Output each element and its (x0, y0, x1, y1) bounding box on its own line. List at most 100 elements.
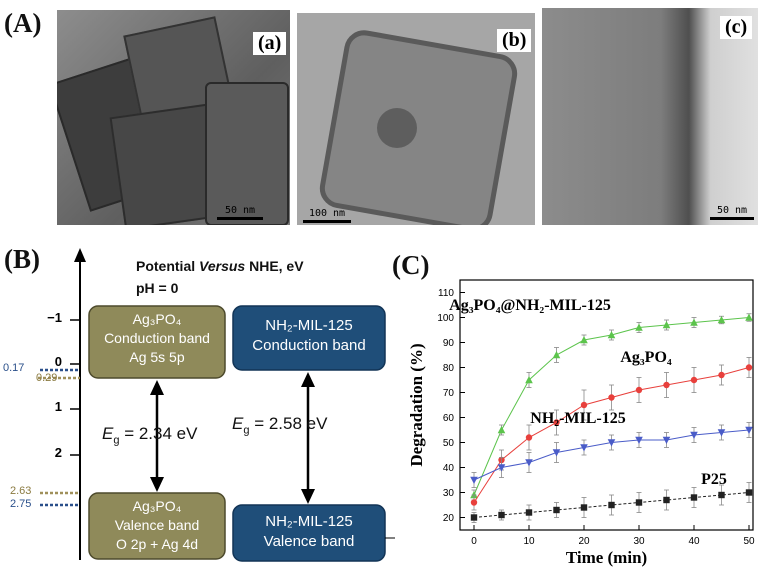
data-point (607, 331, 616, 339)
data-point (662, 321, 671, 329)
arrowhead (150, 477, 164, 492)
y-axis-label: Degradation (%) (407, 343, 426, 466)
data-point (608, 501, 615, 509)
eg-label-ag3po4: Eg = 2.34 eV (102, 424, 198, 447)
data-point (718, 491, 725, 499)
data-point (470, 476, 478, 484)
data-point (717, 429, 726, 437)
data-point (663, 381, 670, 389)
data-point (662, 436, 671, 444)
panel-a-label: (A) (4, 8, 42, 38)
series-label: Ag₃PO₄ (620, 349, 672, 366)
potential-axis-title: Potential Versus NHE, eV (136, 258, 304, 274)
mil-cb-text: NH₂-MIL-125 Conduction band (252, 317, 366, 354)
data-point (690, 494, 698, 501)
data-point (745, 426, 753, 434)
tem-image-b: (b) 100 nm (297, 13, 535, 225)
data-point (470, 499, 478, 506)
x-tick-label: 50 (743, 536, 755, 547)
x-axis-label: Time (min) (566, 548, 647, 567)
data-point (635, 323, 643, 331)
data-point (497, 426, 506, 434)
data-point (525, 459, 533, 467)
data-point (553, 419, 560, 426)
particle-shape (377, 108, 417, 148)
mil-vb-box (232, 504, 386, 562)
arrowhead (150, 380, 164, 395)
y-tick-label: 60 (443, 413, 455, 424)
x-tick-label: 40 (688, 536, 700, 547)
data-point (663, 496, 670, 504)
series-label: P25 (701, 471, 727, 488)
ag3po4-cb-box (88, 305, 226, 379)
tick-label: 1 (54, 399, 62, 414)
data-point (525, 376, 533, 384)
y-tick-label: 30 (443, 488, 455, 499)
edge-label-017: 0.17 (3, 362, 25, 374)
data-point (690, 431, 698, 439)
data-point (552, 351, 561, 359)
data-point (553, 506, 560, 514)
data-point (635, 386, 643, 394)
data-point (470, 514, 478, 521)
arrowhead (301, 489, 315, 504)
scale-bar-a: 50 nm (217, 205, 263, 220)
band-diagram (38, 248, 395, 562)
data-point (498, 511, 505, 519)
tick-label: 2 (54, 445, 62, 460)
panel-c-label: (C) (392, 250, 430, 280)
data-point (690, 318, 698, 326)
data-point (497, 464, 506, 472)
ph-label: pH = 0 (136, 280, 179, 296)
cube-shape (205, 82, 289, 225)
data-point (745, 313, 753, 321)
image-c-label: (c) (720, 16, 753, 39)
ag3po4-cb-text: Ag₃PO₄ Conduction band Ag 5s 5p (104, 311, 210, 365)
data-point (580, 504, 588, 511)
series-label: NH₂-MIL-125 (530, 410, 625, 427)
mil-vb-text: NH₂-MIL-125 Valence band (263, 513, 355, 550)
series-label: Ag₃PO₄@NH₂-MIL-125 (449, 297, 611, 314)
particle-shape (316, 27, 521, 225)
tem-image-a: (a) 50 nm (57, 10, 290, 225)
data-point (745, 364, 753, 371)
y-tick-label: 100 (437, 313, 454, 324)
data-point (745, 489, 753, 496)
scale-bar-b: 100 nm (303, 208, 351, 223)
image-b-label: (b) (497, 29, 532, 52)
data-point (580, 444, 588, 452)
eg-label-mil: Eg = 2.58 eV (232, 414, 328, 437)
plot-frame (459, 279, 754, 531)
axis-arrowhead (74, 248, 86, 262)
y-tick-label: 50 (443, 438, 455, 449)
data-point (717, 316, 726, 324)
tem-image-c: (c) 50 nm (542, 8, 758, 225)
image-a-label: (a) (253, 32, 287, 55)
edge-label-263: 2.63 (10, 485, 32, 497)
mil-cb-box (232, 305, 386, 371)
data-point (690, 376, 698, 384)
edge-label-275: 2.75 (10, 498, 32, 510)
series-line (473, 492, 750, 518)
tick-label: 0 (54, 354, 62, 369)
y-tick-label: 90 (443, 338, 455, 349)
scale-bar-c: 50 nm (710, 205, 754, 220)
ag3po4-vb-text: Ag₃PO₄ Valence band O 2p + Ag 4d (114, 498, 200, 552)
data-point (580, 401, 588, 409)
data-point (552, 449, 561, 457)
y-tick-label: 80 (443, 363, 455, 374)
x-tick-label: 0 (471, 536, 477, 547)
panel-b-label: (B) (4, 244, 40, 274)
data-point (580, 336, 588, 344)
data-point (635, 499, 643, 506)
y-tick-label: 70 (443, 388, 455, 399)
data-point (635, 436, 643, 444)
tick-label: −1 (47, 310, 62, 325)
x-tick-label: 30 (633, 536, 645, 547)
data-point (607, 439, 616, 447)
x-tick-label: 10 (523, 536, 535, 547)
edge-label-029: 0.29 (36, 372, 58, 384)
data-point (525, 509, 533, 516)
data-point (608, 394, 615, 401)
data-point (525, 434, 533, 441)
